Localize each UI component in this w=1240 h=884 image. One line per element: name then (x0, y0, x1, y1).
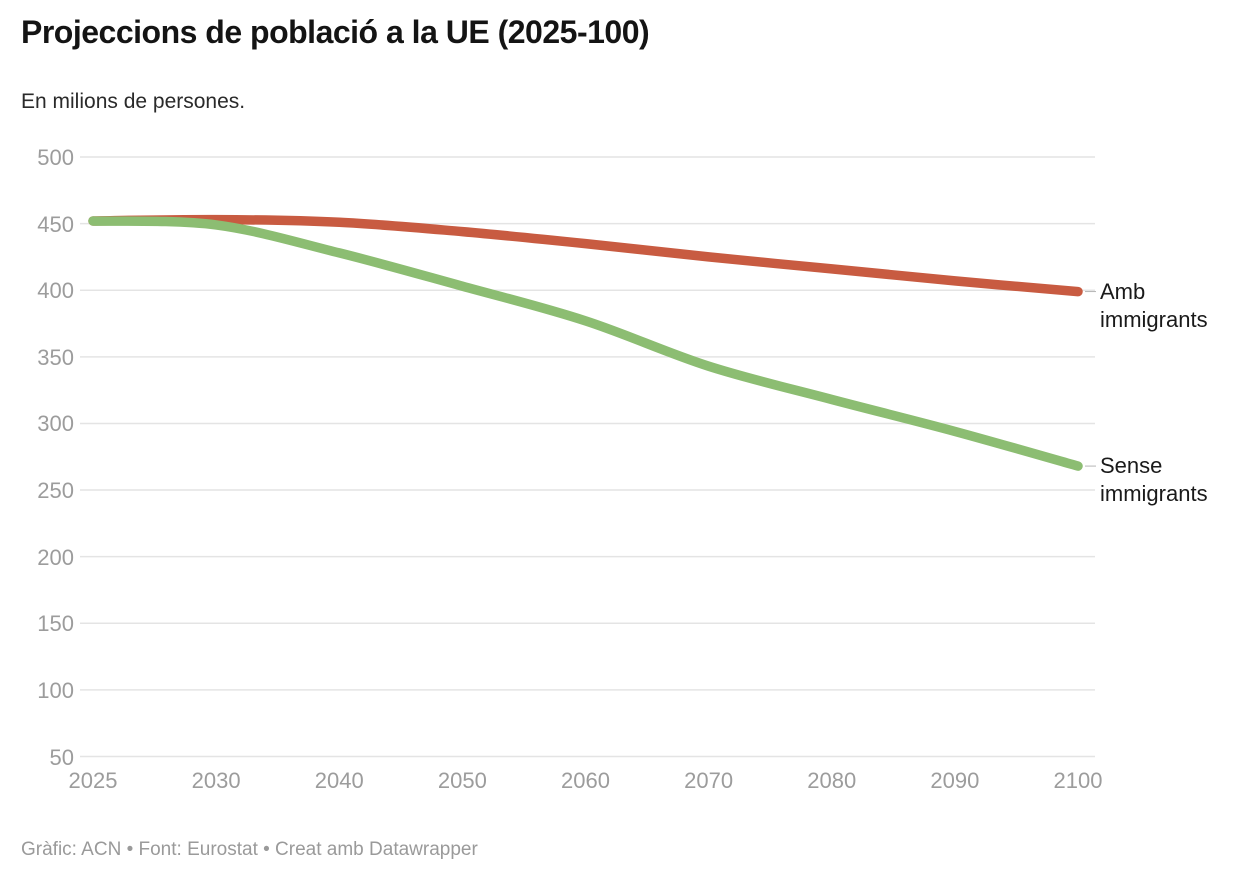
attribution-credit: Gràfic: ACN • Font: Eurostat • Creat amb… (21, 839, 478, 860)
series-paths-group (88, 214, 1083, 471)
y-axis-tick-label: 200 (37, 544, 74, 570)
y-axis-tick-label: 450 (37, 211, 74, 237)
y-axis-tick-label: 300 (37, 411, 74, 437)
gridlines-group (80, 156, 1095, 758)
x-axis-tick-label: 2090 (930, 768, 980, 793)
series-label-sense-immigrants: Sense immigrants (1100, 453, 1208, 506)
series-line-sense-immigrants (88, 216, 1083, 471)
y-axis-tick-label: 400 (37, 278, 74, 304)
x-axis-tick-label: 2030 (191, 768, 241, 793)
line-chart-canvas (80, 156, 1096, 758)
x-axis-tick-label: 2050 (437, 768, 487, 793)
y-axis-tick-label: 500 (37, 145, 74, 170)
x-axis-tick-label: 2025 (68, 768, 118, 793)
x-axis-tick-label: 2080 (807, 768, 857, 793)
x-axis-tick-label: 2040 (314, 768, 364, 793)
chart-title: Projeccions de població a la UE (2025-10… (21, 14, 650, 50)
y-axis-tick-label: 100 (37, 677, 74, 703)
label-connectors-group (1085, 291, 1096, 467)
x-axis-tick-label: 2100 (1053, 768, 1103, 793)
chart-subtitle: En milions de persones. (21, 90, 246, 113)
x-axis-tick-label: 2070 (684, 768, 734, 793)
series-line-amb-immigrants (88, 214, 1083, 297)
series-label-amb-immigrants: Amb immigrants (1100, 279, 1208, 332)
y-axis-tick-label: 50 (49, 744, 74, 770)
x-axis-tick-label: 2060 (561, 768, 610, 793)
y-axis-tick-label: 250 (37, 478, 74, 504)
y-axis-tick-label: 150 (37, 611, 74, 637)
y-axis-tick-label: 350 (37, 344, 74, 370)
